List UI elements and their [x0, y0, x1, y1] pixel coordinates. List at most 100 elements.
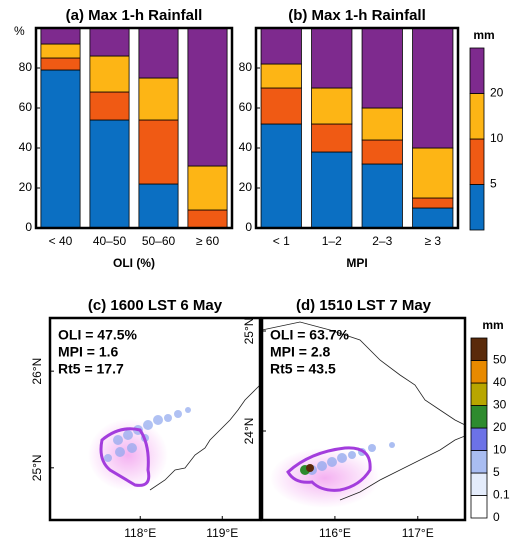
bar-segment: [138, 183, 179, 229]
bar-segment: [260, 87, 302, 125]
bar-segment: [311, 123, 353, 153]
x-tick-label: 118°E: [124, 526, 156, 540]
y-tick-label: 26°N: [30, 358, 44, 385]
map-annotation: OLI = 47.5%: [58, 327, 138, 343]
bar-segment: [89, 27, 130, 57]
bar-segment: [40, 57, 81, 71]
y-tick-label: 0: [25, 220, 32, 234]
map-annotation: Rt5 = 43.5: [270, 361, 336, 377]
x-tick-label: 2–3: [372, 234, 392, 248]
y-tick-label: 20: [239, 180, 253, 194]
y-tick-label: 25°N: [30, 454, 44, 481]
bar-segment: [187, 165, 228, 211]
y-tick-label: 80: [239, 60, 253, 74]
map-frame: [260, 316, 467, 522]
bar-segment: [361, 107, 403, 141]
bar-segment: [412, 27, 454, 149]
bar-segment: [89, 55, 130, 93]
x-tick-label: 117°E: [402, 526, 434, 540]
y-tick-label: 80: [19, 60, 33, 74]
bar-segment: [412, 197, 454, 209]
colorbar-segment: [470, 450, 488, 474]
colorbar-segment: [470, 472, 488, 496]
bar-segment: [260, 63, 302, 89]
colorbar-title: mm: [482, 318, 503, 332]
bar-segment: [40, 43, 81, 59]
map-title: (c) 1600 LST 6 May: [88, 297, 223, 314]
y-tick-label: 24°N: [242, 418, 256, 445]
colorbar-segment: [470, 382, 488, 406]
y-axis-label: %: [14, 24, 25, 38]
x-tick-label: 40–50: [93, 234, 127, 248]
y-tick-label: 60: [239, 100, 253, 114]
colorbar-tick-label: 10: [490, 131, 504, 145]
colorbar-segment: [469, 47, 485, 94]
x-tick-label: 1–2: [322, 234, 342, 248]
y-tick-label: 0: [245, 220, 252, 234]
map-annotation: MPI = 2.8: [270, 344, 331, 360]
y-tick-label: 20: [19, 180, 33, 194]
colorbar-segment: [470, 495, 488, 519]
plot-frame: [254, 26, 460, 230]
map-annotation: Rt5 = 17.7: [58, 361, 124, 377]
bar-segment: [40, 27, 81, 45]
colorbar-segment: [470, 360, 488, 384]
map-d-layers: [262, 321, 465, 508]
colorbar-segment: [469, 93, 485, 140]
bar-segment: [260, 123, 302, 229]
x-tick-label: ≥ 60: [196, 234, 220, 248]
y-tick-label: 40: [239, 140, 253, 154]
chart-title: (b) Max 1-h Rainfall: [288, 7, 426, 24]
bar-segment: [138, 77, 179, 121]
colorbar-tick-label: 10: [493, 443, 507, 457]
colorbar-tick-label: 40: [493, 375, 507, 389]
colorbar-tick-label: 50: [493, 353, 507, 367]
bar-segment: [89, 91, 130, 121]
bar-segment: [187, 27, 228, 167]
colorbar-segment: [469, 138, 485, 185]
bar-segment: [187, 209, 228, 229]
plot-frame: [34, 26, 234, 230]
bar-segment: [361, 139, 403, 165]
x-axis-label: MPI: [346, 256, 367, 270]
colorbar-title: mm: [473, 28, 494, 42]
colorbar-tick-label: 20: [490, 86, 504, 100]
x-tick-label: < 40: [49, 234, 73, 248]
bar-segment: [311, 151, 353, 229]
map-annotation: MPI = 1.6: [58, 344, 119, 360]
bar-segment: [138, 119, 179, 185]
chart-title: (a) Max 1-h Rainfall: [66, 7, 203, 24]
map-frame: [48, 316, 262, 522]
y-tick-label: 60: [19, 100, 33, 114]
x-tick-label: ≥ 3: [424, 234, 441, 248]
colorbar-segment: [469, 184, 485, 231]
bar-segment: [412, 147, 454, 199]
bar-segment: [89, 119, 130, 229]
x-axis-label: OLI (%): [113, 256, 155, 270]
bar-segment: [311, 27, 353, 89]
bar-segment: [260, 27, 302, 65]
colorbar-tick-label: 5: [490, 177, 497, 191]
bar-segment: [40, 69, 81, 229]
x-tick-label: 119°E: [206, 526, 238, 540]
bar-segment: [311, 87, 353, 125]
bar-segment: [138, 27, 179, 79]
y-tick-label: 40: [19, 140, 33, 154]
bar-segment: [412, 207, 454, 229]
y-tick-label: 25°N: [242, 318, 256, 345]
colorbar-tick-label: 20: [493, 420, 507, 434]
bar-segment: [361, 163, 403, 229]
x-tick-label: 116°E: [319, 526, 351, 540]
colorbar-tick-label: 0: [493, 510, 500, 524]
colorbar-tick-label: 0.1: [493, 488, 510, 502]
colorbar-segment: [470, 405, 488, 429]
x-tick-label: < 1: [273, 234, 290, 248]
x-tick-label: 50–60: [142, 234, 176, 248]
map-annotation: OLI = 63.7%: [270, 327, 350, 343]
colorbar-tick-label: 5: [493, 465, 500, 479]
colorbar-segment: [470, 337, 488, 361]
map-title: (d) 1510 LST 7 May: [296, 297, 432, 314]
map-c-layers: [88, 384, 260, 491]
colorbar-segment: [470, 427, 488, 451]
